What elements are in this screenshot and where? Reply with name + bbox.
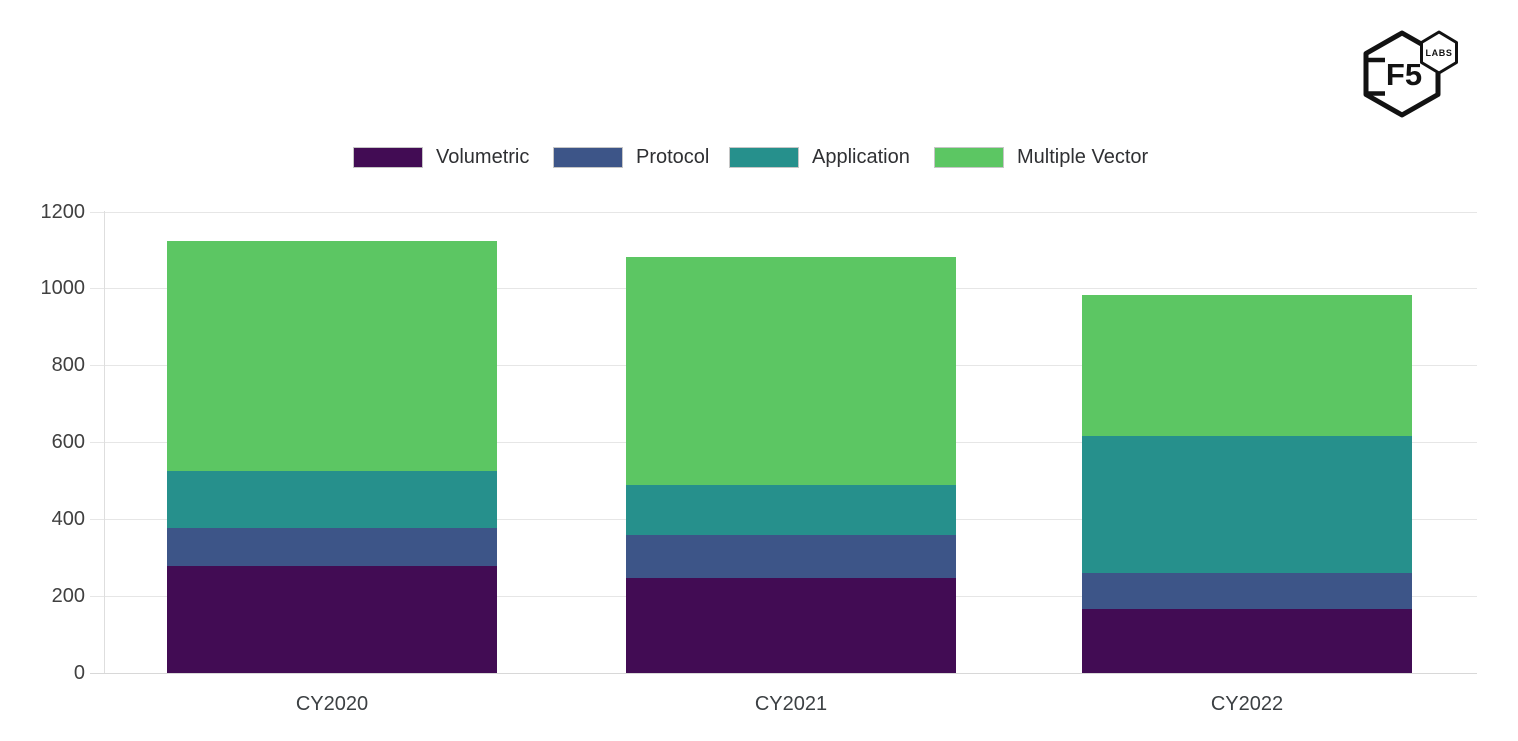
x-axis-label-cy2022: CY2022 [1210,693,1284,715]
bar-segment-protocol-cy2020[interactable] [167,528,497,566]
y-axis-tick-label-800: 800 [51,354,85,377]
y-axis-tick-label-1000: 1000 [40,277,86,300]
y-axis-tick-label-0: 0 [73,662,85,684]
legend-swatch-volumetric [353,147,423,168]
x-axis-label-cy2021: CY2021 [754,693,828,715]
logo-brand-text: F5 [1386,57,1422,92]
f5-labs-logo: F5 LABS [1363,30,1458,118]
bar-segment-volumetric-cy2021[interactable] [626,578,956,673]
bar-segment-protocol-cy2021[interactable] [626,535,956,578]
x-axis-label-cy2020: CY2020 [295,693,369,715]
bar-segment-protocol-cy2022[interactable] [1082,573,1412,609]
bar-segment-volumetric-cy2020[interactable] [167,566,497,673]
y-axis-line [104,211,105,674]
legend-item-volumetric[interactable]: Volumetric [353,147,529,168]
legend-label: Application [812,146,910,168]
gridline-0 [90,673,1477,674]
labs-hexagon-icon [1420,30,1458,75]
y-axis-tick-label-1200: 1200 [40,200,86,223]
legend-swatch-multiple-vector [934,147,1004,168]
legend-label: Multiple Vector [1017,146,1149,168]
y-axis-tick-label-200: 200 [51,585,85,608]
bar-segment-multiple-vector-cy2020[interactable] [167,241,497,471]
logo-sub-text: LABS [1426,48,1453,58]
bar-segment-multiple-vector-cy2021[interactable] [626,257,956,485]
legend-item-application[interactable]: Application [729,147,910,168]
bar-segment-application-cy2021[interactable] [626,485,956,535]
y-axis-tick-label-400: 400 [51,508,85,531]
legend-swatch-protocol [553,147,623,168]
gridline-1200 [90,212,1477,213]
bar-segment-application-cy2020[interactable] [167,471,497,528]
legend-label: Volumetric [436,146,530,168]
legend-item-protocol[interactable]: Protocol [553,147,709,168]
bar-segment-multiple-vector-cy2022[interactable] [1082,295,1412,436]
legend-swatch-application [729,147,799,168]
y-axis-tick-label-600: 600 [51,431,85,454]
bar-segment-application-cy2022[interactable] [1082,436,1412,573]
legend-item-multiple-vector[interactable]: Multiple Vector [934,147,1148,168]
bar-segment-volumetric-cy2022[interactable] [1082,609,1412,673]
legend-label: Protocol [636,146,710,168]
